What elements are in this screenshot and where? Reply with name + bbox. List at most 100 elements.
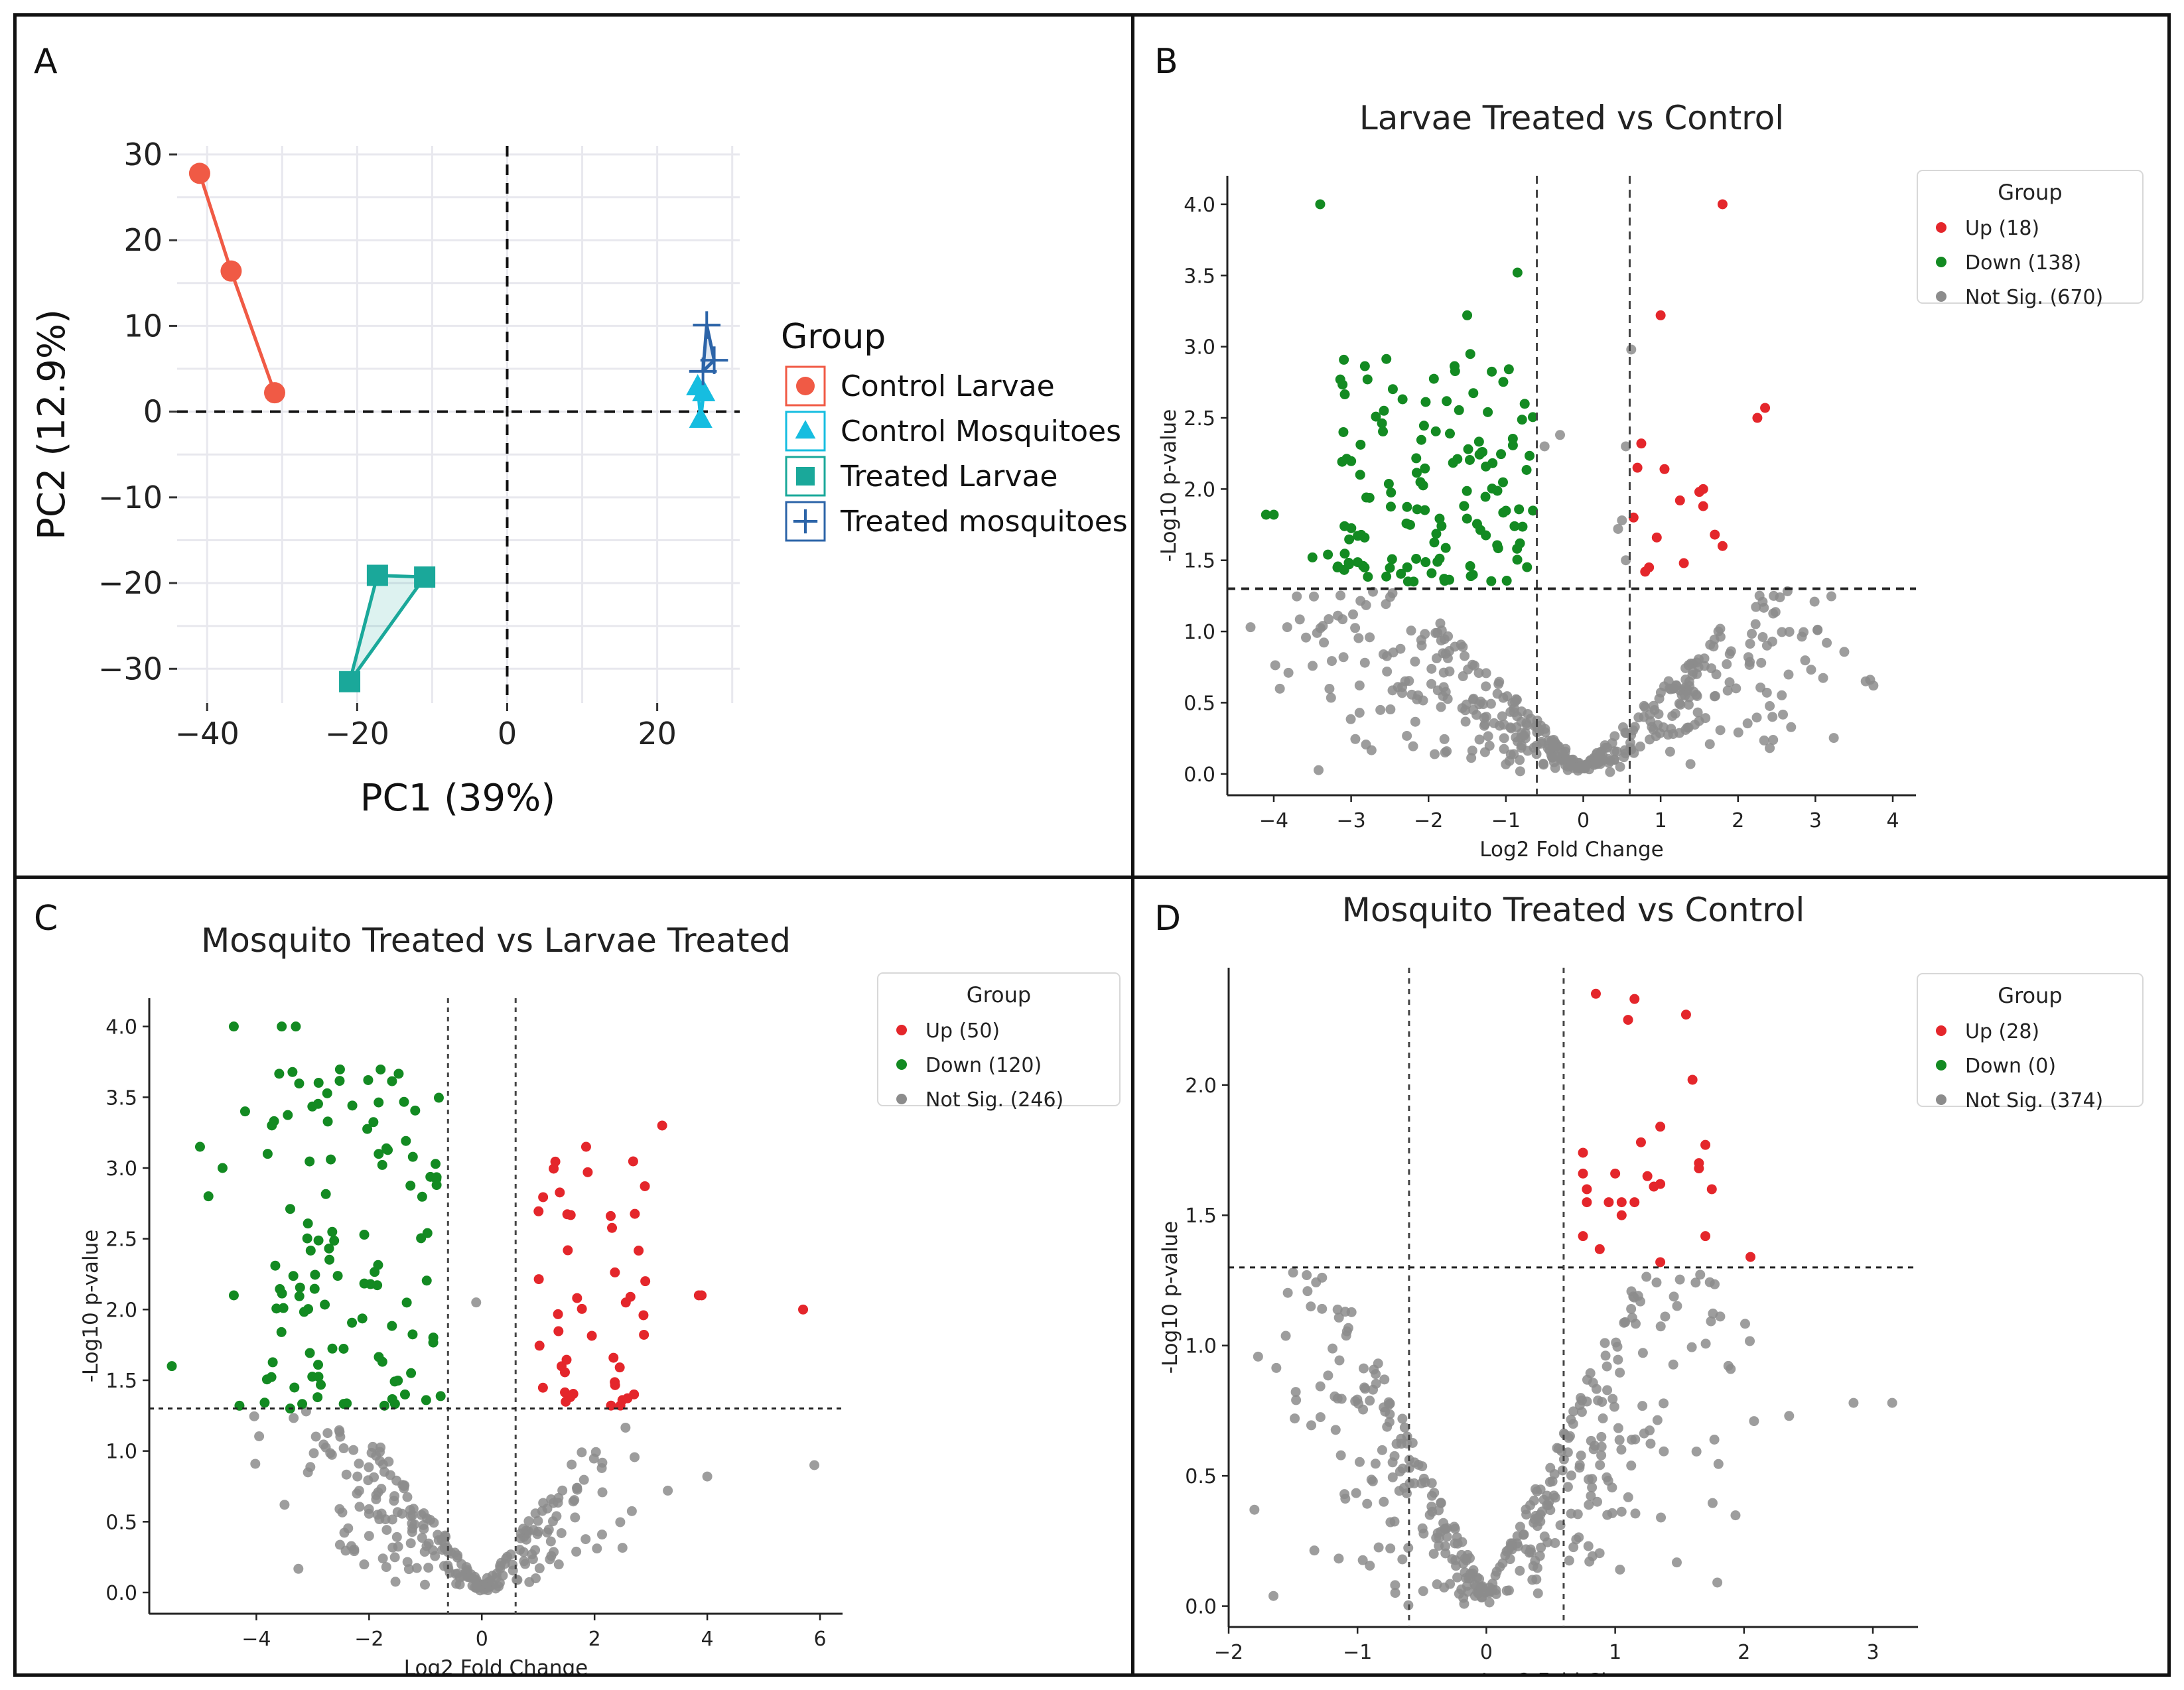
point-down [1454,405,1464,415]
point-not-significant [1533,1513,1544,1524]
point-not-significant [1809,596,1820,607]
point-not-significant [305,1462,316,1472]
legend-box [1917,170,2144,304]
point-not-significant [1676,690,1687,700]
point-down [277,1021,287,1032]
point-not-significant [364,1531,374,1541]
point-not-significant [454,1572,465,1583]
point-down [1415,477,1426,487]
point-not-significant [1620,1317,1631,1327]
point-down [1440,576,1450,586]
point-not-significant [1750,619,1761,629]
point-up [606,1210,616,1221]
point-up [1635,1137,1646,1147]
point-not-significant [596,1462,607,1473]
point-up [1582,1184,1592,1195]
legend-label: Down (138) [1965,251,2081,275]
point-not-significant [1436,702,1446,712]
point-down [1517,415,1527,425]
point-not-significant [1373,1542,1384,1553]
point-down [1487,366,1497,377]
point-not-significant [1671,681,1681,691]
point-up [628,1156,638,1167]
point-down [1434,553,1445,564]
y-tick-label: 3.0 [1184,336,1215,359]
pca-point-treated-mosquitoes [689,358,717,385]
point-down [373,1260,383,1270]
x-tick-label: 20 [638,716,677,751]
point-down [1385,562,1395,573]
point-not-significant [1797,631,1807,642]
point-not-significant [518,1547,529,1557]
point-not-significant [1566,1508,1576,1519]
point-down [322,1088,332,1098]
pca-point-control-larvae [263,382,285,404]
point-down [1378,426,1389,437]
point-not-significant [1630,1508,1641,1519]
point-down [389,1376,400,1387]
y-tick-label: 4.0 [105,1016,137,1039]
point-not-significant [1447,1554,1458,1565]
point-down [1468,388,1479,399]
panel-label-d: D [1154,899,1182,939]
point-up [638,1310,649,1321]
point-not-significant [1659,681,1669,692]
legend-box [1917,973,2144,1107]
legend-label: Not Sig. (670) [1965,286,2103,309]
point-not-significant [1333,1553,1344,1564]
point-down [1359,361,1370,371]
point-not-significant [1382,1421,1393,1432]
point-not-significant [1379,1496,1389,1507]
point-not-significant [545,1536,556,1547]
point-up [1582,1197,1592,1208]
point-not-significant [1532,1521,1542,1531]
point-not-significant [1371,1378,1381,1389]
point-not-significant [391,1475,402,1486]
point-not-significant [308,1448,319,1459]
point-not-significant [1700,1338,1711,1349]
point-down [203,1191,214,1202]
point-down [347,1100,358,1111]
point-up [1694,1163,1704,1174]
point-not-significant [523,1516,534,1527]
point-not-significant [1562,1482,1573,1492]
point-not-significant [1306,1301,1316,1312]
point-not-significant [538,1498,549,1508]
point-down [406,1368,417,1378]
point-not-significant [1282,1287,1293,1298]
point-not-significant [1346,1307,1357,1317]
point-down [266,1372,277,1382]
point-not-significant [1587,1482,1598,1493]
point-not-significant [1613,1354,1623,1365]
point-not-significant [1747,629,1757,639]
point-not-significant [1614,1435,1625,1445]
point-not-significant [419,1547,430,1557]
point-up [1717,199,1728,210]
point-not-significant [1532,1563,1542,1573]
point-not-significant [1544,1496,1554,1507]
point-not-significant [1550,763,1560,773]
legend-marker [1936,1060,1946,1071]
x-axis-label: PC1 (39%) [360,777,555,820]
legend-marker [1936,1094,1946,1105]
point-not-significant [1454,1589,1464,1599]
point-not-significant [1740,1319,1750,1329]
point-not-significant [1598,1413,1608,1423]
point-up [538,1192,549,1202]
point-down [1359,562,1370,573]
point-down [334,1064,345,1074]
point-not-significant [1335,590,1346,601]
point-not-significant [1566,1470,1576,1481]
point-not-significant [1426,1478,1437,1488]
point-down [1355,470,1365,480]
y-tick-label: 20 [123,222,163,258]
point-not-significant [1362,1498,1373,1509]
point-down [1428,373,1439,384]
point-not-significant [1688,667,1698,677]
point-not-significant [1361,600,1371,610]
point-up [1628,512,1639,523]
point-down [285,1204,295,1214]
point-down [1397,394,1408,405]
point-down [421,1395,431,1405]
point-down [1352,557,1363,568]
